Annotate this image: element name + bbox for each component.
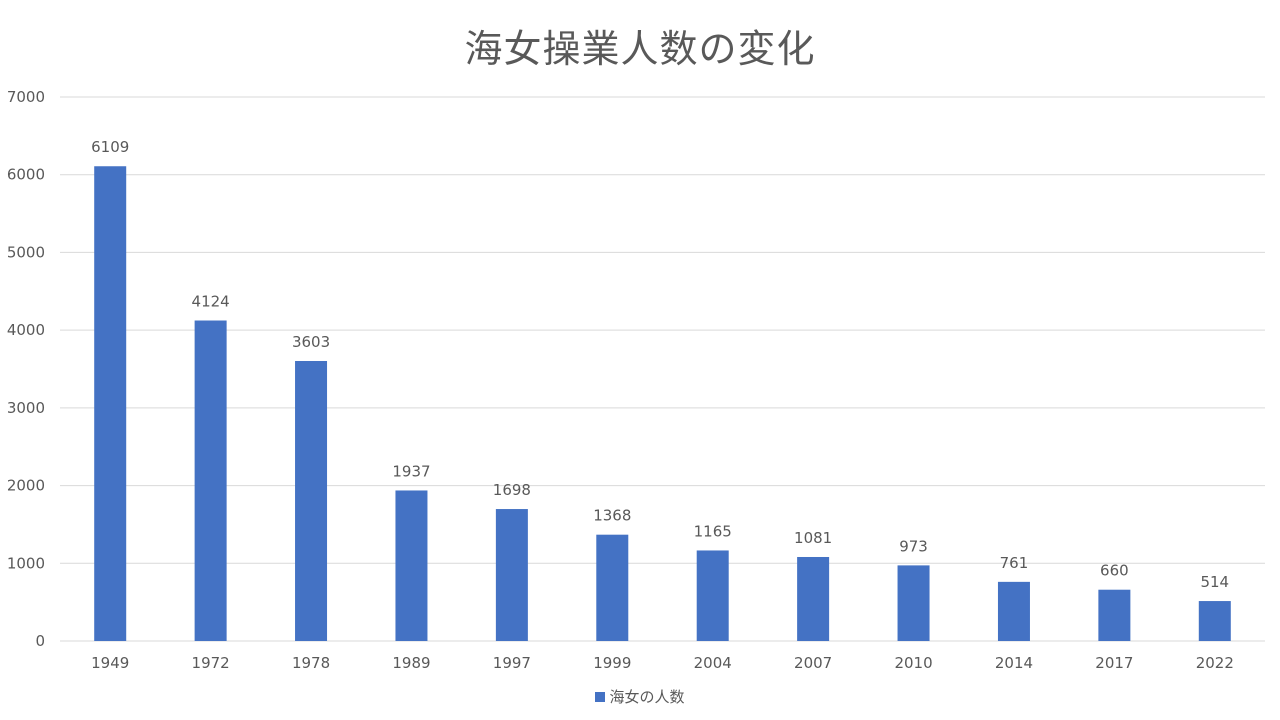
bar-1997 [495,509,528,641]
bar-1972 [194,320,227,641]
legend: 海女の人数 [0,686,1280,707]
y-tick-label: 0 [35,632,45,650]
x-tick-label: 2007 [794,654,832,672]
y-tick-label: 6000 [7,166,45,184]
bar-1989 [395,490,428,641]
x-tick-label: 1997 [493,654,531,672]
y-tick-label: 1000 [7,554,45,572]
legend-swatch [595,691,606,702]
data-label: 6109 [91,138,129,156]
bar-1999 [596,534,629,641]
data-label: 1698 [493,481,531,499]
x-tick-label: 1949 [91,654,129,672]
data-label: 514 [1200,573,1229,591]
bar-2010 [897,565,930,641]
data-label: 1937 [392,462,430,480]
x-tick-label: 1978 [292,654,330,672]
data-label: 1368 [593,507,631,525]
x-tick-label: 2004 [694,654,732,672]
y-axis: 0 1000 2000 3000 4000 5000 6000 7000 [7,88,45,650]
x-tick-label: 1972 [192,654,230,672]
x-tick-label: 2010 [894,654,932,672]
y-tick-label: 2000 [7,477,45,495]
bar-2022 [1198,601,1231,641]
bar-2007 [797,556,830,641]
x-tick-label: 2014 [995,654,1033,672]
chart-title: 海女操業人数の変化 [464,27,816,71]
gridlines [60,96,1265,642]
x-tick-label: 1989 [392,654,430,672]
x-axis: 1949 1972 1978 1989 1997 1999 2004 2007 2010 2014… [91,654,1234,672]
bar-2017 [1098,589,1131,641]
x-tick-label: 2017 [1095,654,1133,672]
bars [94,166,1231,642]
bar-1978 [295,360,328,641]
data-label: 660 [1100,562,1129,580]
data-label: 1165 [694,522,732,540]
x-tick-label: 2022 [1196,654,1234,672]
data-label: 4124 [192,293,230,311]
data-labels: 6109 4124 3603 1937 1698 1368 1165 1081 973 761 66… [91,138,1229,591]
data-label: 973 [899,537,928,555]
legend-label: 海女の人数 [609,688,685,706]
data-label: 1081 [794,529,832,547]
x-tick-label: 1999 [593,654,631,672]
y-tick-label: 7000 [7,88,45,106]
bar-2014 [997,581,1030,641]
data-label: 761 [1000,554,1029,572]
y-tick-label: 4000 [7,321,45,339]
y-tick-label: 3000 [7,399,45,417]
y-tick-label: 5000 [7,243,45,261]
data-label: 3603 [292,333,330,351]
bar-2004 [696,550,729,641]
bar-1949 [94,166,127,642]
